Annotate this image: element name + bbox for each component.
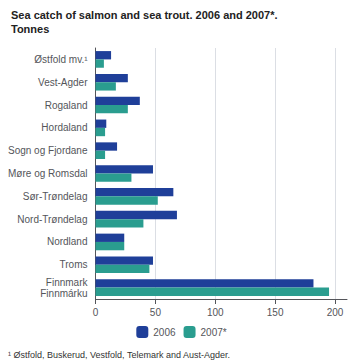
svg-text:Nord-Trøndelag: Nord-Trøndelag [17, 214, 87, 225]
svg-text:¹ Østfold, Buskerud, Vestfold,: ¹ Østfold, Buskerud, Vestfold, Telemark … [8, 350, 230, 360]
svg-text:Sør-Trøndelag: Sør-Trøndelag [23, 191, 88, 202]
svg-text:100: 100 [207, 307, 224, 318]
svg-text:2006: 2006 [153, 327, 176, 338]
svg-text:Troms: Troms [60, 259, 88, 270]
svg-text:Sea catch of salmon and sea tr: Sea catch of salmon and sea trout. 2006 … [11, 9, 278, 21]
svg-text:50: 50 [150, 307, 162, 318]
svg-text:Finnmark: Finnmark [46, 277, 89, 288]
svg-text:0: 0 [93, 307, 99, 318]
svg-text:Møre og Romsdal: Møre og Romsdal [8, 168, 87, 179]
svg-text:200: 200 [327, 307, 344, 318]
svg-text:Finnmárku: Finnmárku [40, 288, 87, 299]
svg-text:Vest-Agder: Vest-Agder [38, 77, 88, 88]
svg-text:Tonnes: Tonnes [11, 23, 49, 35]
svg-text:2007*: 2007* [201, 327, 227, 338]
svg-text:Sogn og Fjordane: Sogn og Fjordane [8, 145, 88, 156]
svg-text:Østfold mv.¹: Østfold mv.¹ [34, 54, 88, 65]
svg-text:Rogaland: Rogaland [45, 100, 88, 111]
svg-text:150: 150 [267, 307, 284, 318]
svg-text:Nordland: Nordland [47, 236, 88, 247]
svg-text:Hordaland: Hordaland [41, 122, 87, 133]
